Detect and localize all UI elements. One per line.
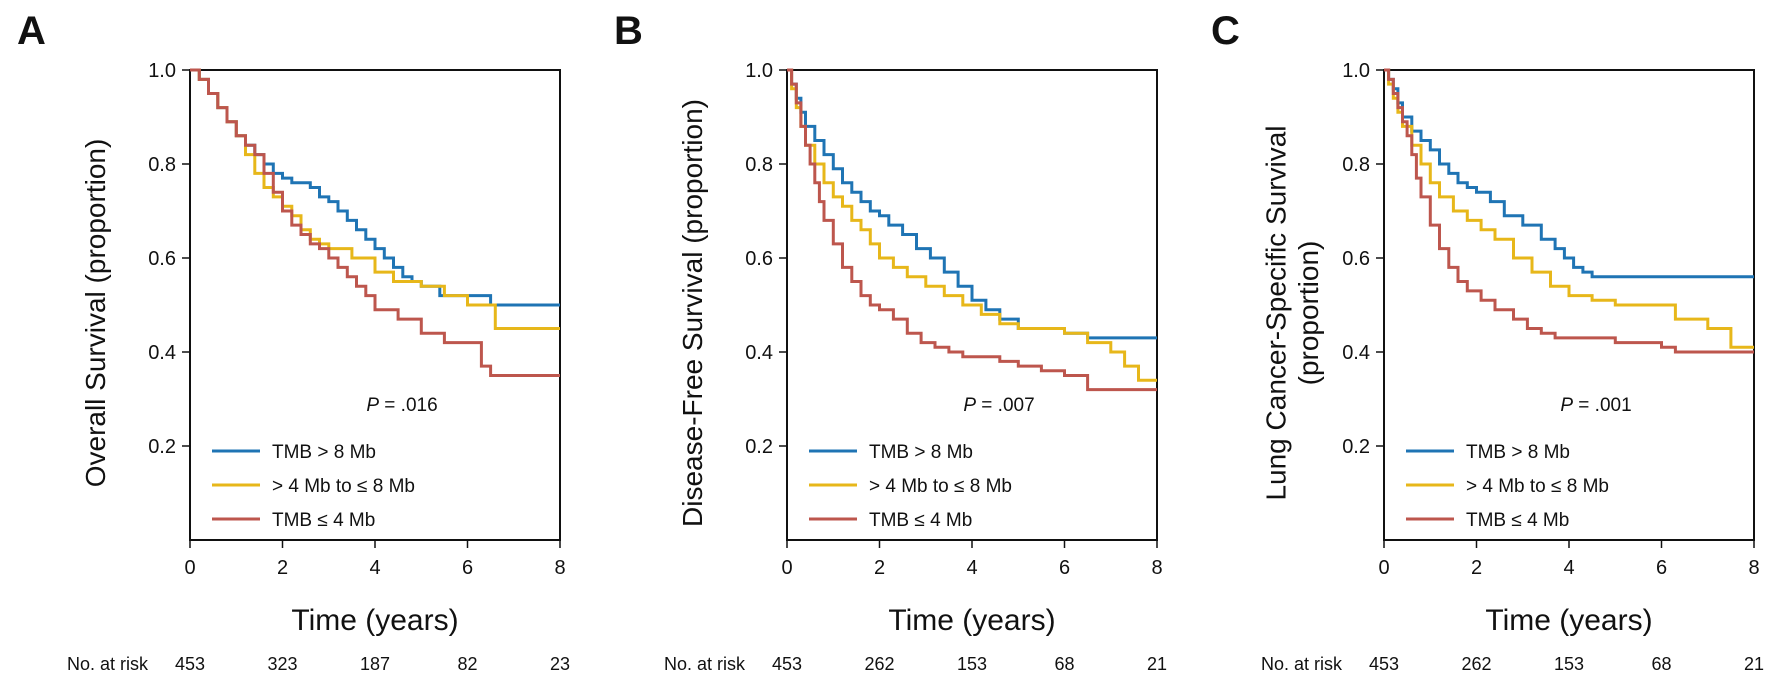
y-tick-label: 0.8 (1342, 154, 1370, 176)
at-risk-label: No. at risk (664, 654, 746, 674)
legend-label: TMB > 8 Mb (869, 442, 973, 463)
x-axis-label: Time (years) (888, 604, 1055, 637)
at-risk-count: 82 (457, 654, 477, 674)
survival-curve-mid (787, 68, 1157, 382)
x-tick-label: 4 (966, 557, 977, 579)
x-axis-label: Time (years) (1485, 604, 1652, 637)
legend-label: TMB ≤ 4 Mb (1466, 510, 1569, 531)
p-value-number: = .007 (976, 395, 1035, 416)
at-risk-count: 262 (1461, 654, 1491, 674)
at-risk-count: 21 (1147, 654, 1167, 674)
y-tick-label: 1.0 (1342, 60, 1370, 82)
p-value-symbol: P (366, 395, 379, 416)
x-tick-label: 2 (1471, 557, 1482, 579)
p-value-symbol: P (1560, 395, 1573, 416)
y-tick-label: 1.0 (745, 60, 773, 82)
at-risk-count: 153 (1554, 654, 1584, 674)
y-tick-label: 0.4 (148, 342, 176, 364)
x-tick-label: 2 (874, 557, 885, 579)
at-risk-label: No. at risk (67, 654, 149, 674)
p-value: P = .016 (366, 395, 437, 416)
y-tick-label: 0.4 (745, 342, 773, 364)
at-risk-count: 187 (360, 654, 390, 674)
y-tick-label: 0.2 (148, 436, 176, 458)
at-risk-count: 453 (772, 654, 802, 674)
x-tick-label: 8 (1151, 557, 1162, 579)
legend-label: > 4 Mb to ≤ 8 Mb (272, 476, 415, 497)
y-axis-label-line: (proportion) (1293, 241, 1324, 386)
at-risk-count: 262 (864, 654, 894, 674)
x-tick-label: 0 (1378, 557, 1389, 579)
p-value-number: = .016 (379, 395, 438, 416)
panel-letter: A (17, 9, 46, 53)
survival-curve-low (1384, 68, 1754, 354)
at-risk-count: 23 (550, 654, 570, 674)
plot-frame (1383, 69, 1755, 541)
y-tick-label: 0.4 (1342, 342, 1370, 364)
at-risk-label: No. at risk (1261, 654, 1343, 674)
at-risk-count: 453 (175, 654, 205, 674)
y-tick-label: 0.6 (148, 248, 176, 270)
legend-label: TMB ≤ 4 Mb (869, 510, 972, 531)
at-risk-count: 453 (1369, 654, 1399, 674)
legend-label: TMB > 8 Mb (1466, 442, 1570, 463)
survival-curve-mid (190, 68, 560, 330)
y-tick-label: 0.8 (745, 154, 773, 176)
x-tick-label: 8 (1748, 557, 1759, 579)
survival-curve-low (787, 68, 1157, 392)
y-axis-label: Disease-Free Survival (proportion) (677, 99, 708, 527)
y-tick-label: 0.6 (745, 248, 773, 270)
x-tick-label: 8 (554, 557, 565, 579)
panel-a: A 0.2 0.4 0.6 0.8 1.0 0 2 4 6 8 Overall Survival (p… (17, 9, 570, 674)
y-tick-label: 0.2 (1342, 436, 1370, 458)
legend-label: TMB ≤ 4 Mb (272, 510, 375, 531)
at-risk-count: 323 (267, 654, 297, 674)
p-value-symbol: P (963, 395, 976, 416)
y-tick-label: 1.0 (148, 60, 176, 82)
legend-label: > 4 Mb to ≤ 8 Mb (1466, 476, 1609, 497)
survival-curve-low (190, 68, 560, 377)
legend-label: TMB > 8 Mb (272, 442, 376, 463)
x-tick-label: 0 (781, 557, 792, 579)
p-value-number: = .001 (1573, 395, 1632, 416)
panel-letter: C (1211, 9, 1240, 53)
y-tick-label: 0.2 (745, 436, 773, 458)
x-tick-label: 6 (462, 557, 473, 579)
y-axis-label: Lung Cancer-Specific Survival(proportion… (1261, 125, 1324, 500)
at-risk-count: 21 (1744, 654, 1764, 674)
y-tick-label: 0.6 (1342, 248, 1370, 270)
x-tick-label: 0 (184, 557, 195, 579)
at-risk-count: 68 (1651, 654, 1671, 674)
x-tick-label: 4 (1563, 557, 1574, 579)
at-risk-count: 68 (1054, 654, 1074, 674)
x-tick-label: 4 (369, 557, 380, 579)
survival-curve-mid (1384, 68, 1754, 349)
panel-letter: B (614, 9, 643, 53)
x-tick-label: 2 (277, 557, 288, 579)
p-value: P = .001 (1560, 395, 1631, 416)
x-tick-label: 6 (1656, 557, 1667, 579)
legend-label: > 4 Mb to ≤ 8 Mb (869, 476, 1012, 497)
at-risk-count: 153 (957, 654, 987, 674)
y-axis-label-line: Lung Cancer-Specific Survival (1261, 125, 1292, 500)
x-axis-label: Time (years) (291, 604, 458, 637)
p-value: P = .007 (963, 395, 1034, 416)
y-tick-label: 0.8 (148, 154, 176, 176)
x-tick-label: 6 (1059, 557, 1070, 579)
y-axis-label: Overall Survival (proportion) (80, 139, 111, 488)
